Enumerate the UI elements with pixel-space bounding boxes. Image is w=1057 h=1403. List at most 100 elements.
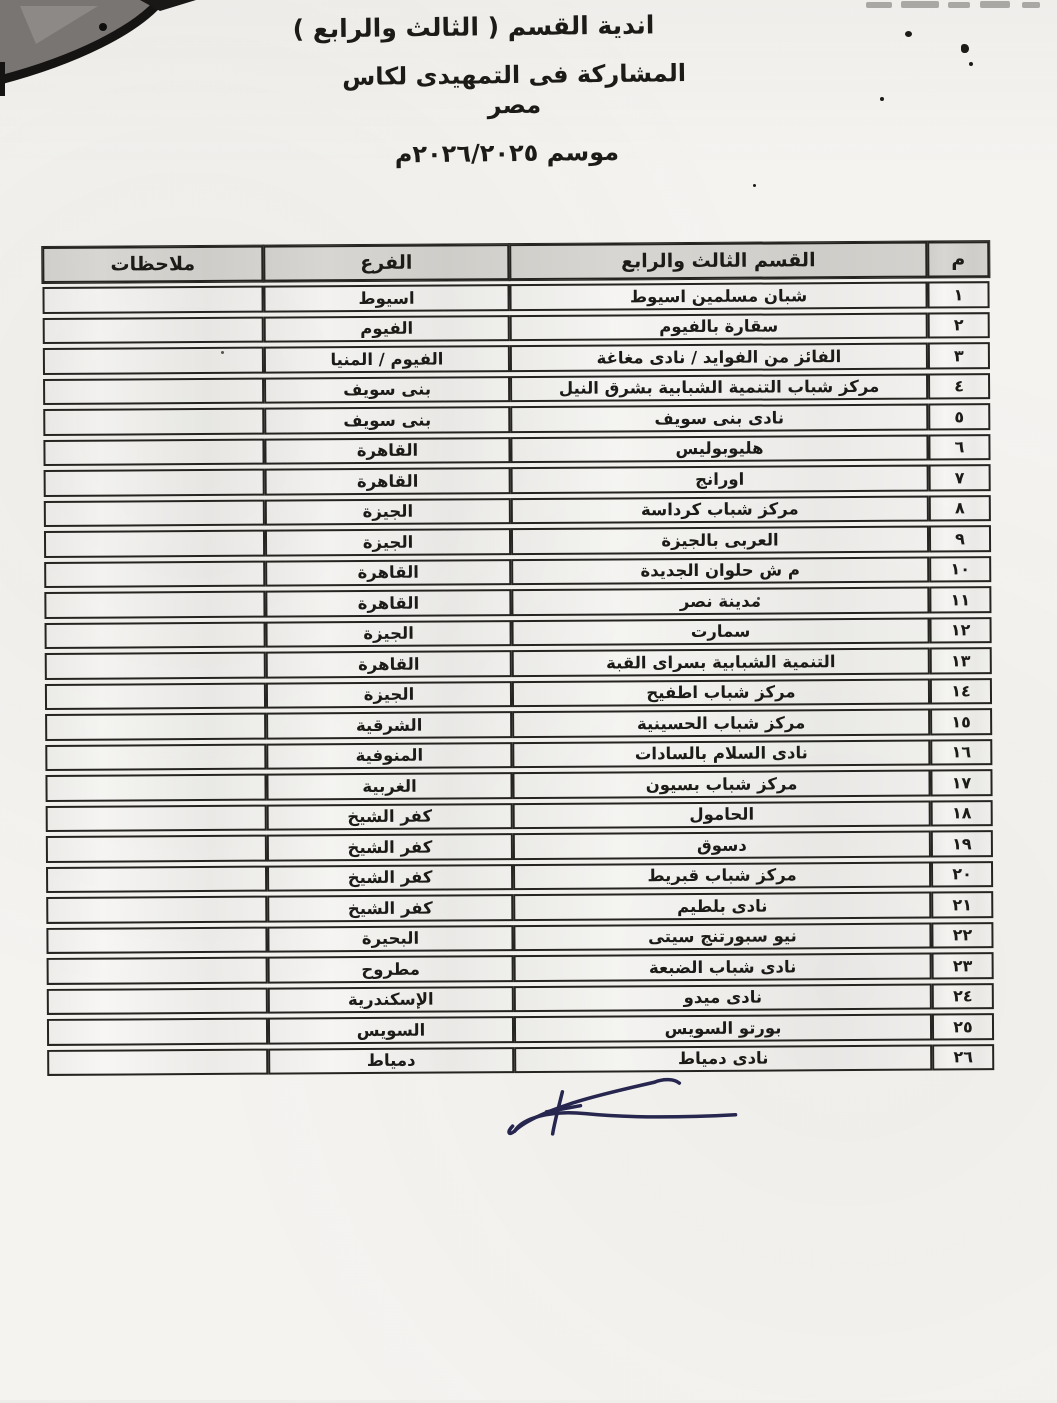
scan-speck: [221, 351, 224, 354]
num-cell: ٢٥: [931, 1013, 995, 1041]
branch-cell: كفر الشيخ: [266, 833, 513, 862]
branch-cell: كفر الشيخ: [267, 894, 514, 923]
branch-cell: اسيوط: [263, 284, 510, 313]
notes-cell: [46, 865, 268, 893]
num-cell: ١٧: [930, 769, 993, 797]
title-line-2: المشاركة فى التمهيدى لكاس مصر: [341, 59, 687, 120]
club-cell: دسوق: [512, 830, 931, 860]
club-cell: اورانج: [510, 464, 929, 494]
branch-cell: القاهرة: [265, 589, 512, 618]
num-cell: ١: [927, 281, 990, 309]
club-cell: نادى السلام بالسادات: [512, 739, 931, 769]
table-row: ٤ مركز شباب التنمية الشبابية بشرق النيل بن…: [43, 372, 991, 405]
club-cell: بورتو السويس: [513, 1013, 933, 1043]
table-row: ٩ العربى بالجيزة الجيزة: [43, 525, 992, 558]
branch-cell: الجيزة: [264, 497, 511, 526]
table-row: ١ شبان مسلمين اسيوط اسيوط: [42, 281, 990, 314]
scan-speck: [757, 597, 760, 600]
signature: [507, 1077, 738, 1136]
num-cell: ٢٤: [931, 982, 994, 1010]
notes-cell: [45, 804, 267, 832]
notes-cell: [46, 926, 268, 954]
notes-cell: [43, 438, 265, 466]
num-cell: ١٥: [930, 708, 993, 736]
num-cell: ٤: [928, 372, 991, 400]
notes-cell: [43, 529, 266, 558]
branch-cell: الغربية: [266, 772, 513, 801]
header-branch: الفرع: [263, 244, 510, 282]
table-row: ١٠ م ش حلوان الجديدة القاهرة: [44, 555, 992, 588]
num-cell: ٢٣: [931, 952, 994, 980]
num-cell: ٣: [927, 342, 990, 370]
club-cell: نادى شباب الضبعة: [513, 952, 932, 982]
num-cell: ٨: [928, 494, 991, 522]
branch-cell: السويس: [267, 1016, 515, 1045]
table-body: ١ شبان مسلمين اسيوط اسيوط ٢ سقارة بالفيوم الف…: [42, 281, 995, 1076]
club-cell: شبان مسلمين اسيوط: [509, 281, 928, 311]
table-row: ١١ مدينة نصر القاهرة: [44, 586, 992, 619]
notes-cell: [43, 407, 265, 436]
notes-cell: [44, 621, 266, 649]
notes-cell: [43, 499, 265, 527]
table-row: ٧ اورانج القاهرة: [43, 464, 991, 497]
scan-edge-noise: [901, 1, 939, 8]
num-cell: ١٦: [930, 738, 993, 766]
table-row: ٢٢ نيو سبورتنج سيتى البحيرة: [46, 921, 994, 954]
branch-cell: كفر الشيخ: [266, 802, 513, 831]
notes-cell: [46, 987, 268, 1015]
header-num: م: [927, 241, 990, 278]
club-cell: مركز شباب بسيون: [512, 769, 931, 799]
table-row: ١٨ الحامول كفر الشيخ: [45, 799, 993, 832]
num-cell: ١٠: [929, 555, 992, 583]
table-row: ١٣ التنمية الشبابية بسراى القبة القاهرة: [44, 647, 992, 680]
table-header-row: م القسم الثالث والرابع الفرع ملاحظات: [42, 241, 990, 283]
num-cell: ٢٢: [931, 921, 994, 949]
table-row: ٢١ نادى بلطيم كفر الشيخ: [46, 891, 994, 924]
num-cell: ١٤: [929, 677, 993, 705]
document-title: اندية القسم ( الثالث والرابع ) المشاركة …: [292, 10, 707, 189]
branch-cell: الجيزة: [265, 680, 513, 709]
num-cell: ١٨: [930, 799, 993, 827]
scan-speck: [905, 31, 912, 37]
notes-cell: [45, 834, 267, 863]
branch-cell: بنى سويف: [264, 375, 511, 404]
branch-cell: مطروح: [267, 955, 514, 984]
table-row: ٢ سقارة بالفيوم الفيوم: [42, 311, 990, 344]
num-cell: ٢٦: [932, 1043, 995, 1071]
num-cell: ٢٠: [930, 860, 994, 888]
branch-cell: الشرقية: [266, 711, 513, 740]
notes-cell: [44, 560, 266, 588]
table-row: ٢٥ بورتو السويس السويس: [46, 1013, 995, 1046]
num-cell: ١٢: [929, 616, 992, 644]
club-cell: نادى بنى سويف: [510, 403, 929, 433]
table-row: ٢٤ نادى ميدو الإسكندرية: [46, 982, 994, 1015]
scan-corner-artifact: [0, 0, 196, 96]
club-cell: نادى ميدو: [513, 983, 932, 1013]
num-cell: ٧: [928, 464, 991, 492]
table-row: ١٥ مركز شباب الحسينية الشرقية: [45, 708, 993, 741]
num-cell: ١٩: [930, 830, 993, 858]
branch-cell: كفر الشيخ: [267, 863, 514, 892]
table-row: ٦ هليوبوليس القاهرة: [43, 433, 991, 466]
table-row: ٢٣ نادى شباب الضبعة مطروح: [46, 952, 994, 985]
club-cell: سقارة بالفيوم: [509, 312, 928, 342]
num-cell: ٥: [928, 403, 991, 431]
scan-edge-noise: [1022, 2, 1040, 8]
table-row: ١٢ سمارت الجيزة: [44, 616, 992, 649]
header-club: القسم الثالث والرابع: [509, 241, 928, 281]
club-cell: سمارت: [511, 617, 930, 647]
notes-cell: [45, 743, 267, 771]
notes-cell: [42, 316, 264, 344]
club-cell: العربى بالجيزة: [510, 525, 930, 555]
club-cell: مركز شباب اطفيح: [511, 678, 931, 708]
table-row: ٣ الفائز من الفوايد / نادى مغاغة الفيوم / …: [42, 342, 990, 375]
scan-edge-noise: [980, 1, 1010, 8]
notes-cell: [44, 682, 267, 710]
scan-speck: [969, 62, 973, 66]
notes-cell: [46, 1017, 269, 1046]
club-cell: مركز شباب الحسينية: [512, 708, 931, 738]
club-cell: نيو سبورتنج سيتى: [513, 922, 932, 952]
title-line-1: اندية القسم ( الثالث والرابع ): [292, 10, 655, 44]
notes-cell: [45, 712, 267, 741]
